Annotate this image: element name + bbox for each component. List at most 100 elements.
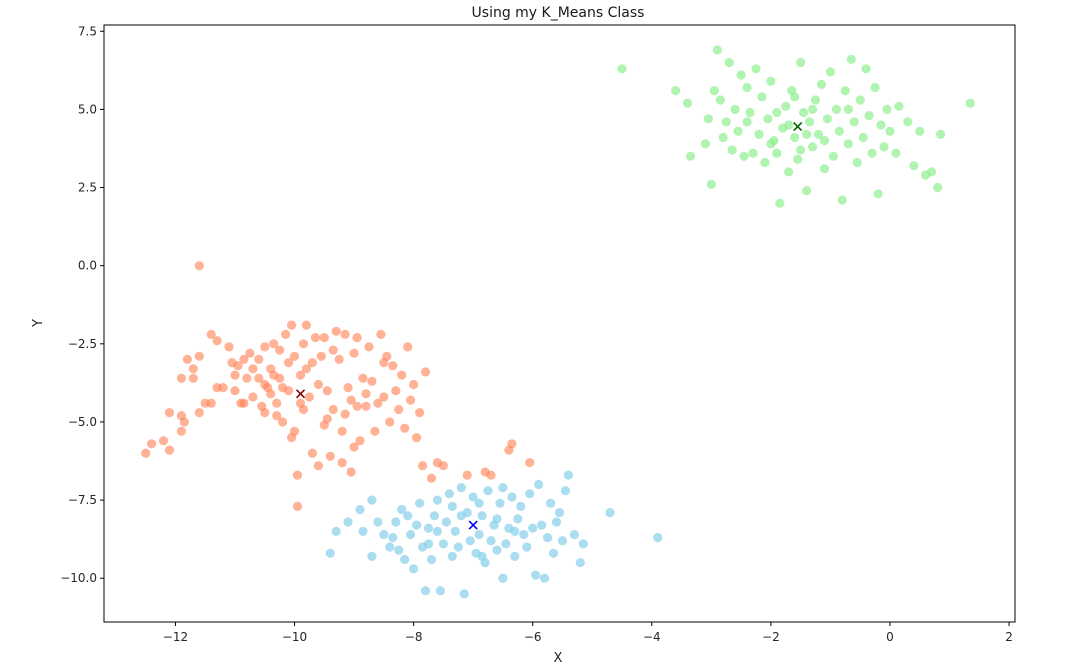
cluster-2-point — [412, 520, 422, 530]
cluster-2-point — [653, 533, 663, 543]
cluster-3-point — [796, 57, 806, 68]
cluster-1-point — [245, 348, 255, 358]
cluster-3-point — [757, 92, 767, 102]
cluster-1-point — [147, 439, 157, 449]
cluster-1-point — [230, 386, 240, 396]
cluster-1-point — [346, 395, 356, 405]
cluster-2-point — [331, 526, 341, 537]
cluster-1-point — [248, 392, 258, 402]
cluster-2-point — [513, 514, 523, 524]
cluster-1-point — [298, 339, 309, 349]
cluster-2-point — [534, 479, 544, 490]
cluster-1-point — [284, 358, 294, 368]
cluster-1-point — [316, 351, 326, 361]
cluster-1-point — [382, 351, 392, 361]
cluster-1-point — [462, 470, 472, 480]
cluster-3-point — [828, 151, 839, 161]
cluster-1-point — [289, 426, 300, 436]
cluster-3-point — [742, 117, 752, 127]
cluster-3-point — [712, 45, 722, 55]
x-axis: −12 −10 −8 −6 −4 −2 0 2 — [163, 622, 1013, 644]
y-tick-label: −7.5 — [68, 493, 97, 507]
cluster-2-point — [507, 492, 517, 502]
cluster-2-point — [525, 489, 535, 499]
cluster-2-point — [358, 526, 368, 537]
cluster-1-point — [334, 354, 344, 364]
cluster-1-point — [358, 373, 368, 383]
cluster-3-point — [733, 126, 743, 136]
cluster-3-point — [766, 139, 776, 149]
cluster-1-point — [272, 411, 282, 421]
cluster-2-point — [453, 542, 463, 552]
cluster-3-point — [933, 182, 943, 193]
cluster-2-point — [403, 511, 413, 521]
cluster-1-point — [292, 501, 303, 511]
cluster-1-point — [525, 458, 535, 468]
x-tick-label: −4 — [643, 630, 661, 644]
y-tick-label: −5.0 — [68, 415, 97, 429]
cluster-2-point — [516, 501, 526, 511]
x-tick-label: −2 — [762, 630, 780, 644]
cluster-1-point — [164, 408, 175, 418]
cluster-3-point — [846, 54, 856, 64]
cluster-3-point — [745, 107, 755, 118]
cluster-2-point — [423, 523, 434, 533]
cluster-3-point — [843, 139, 853, 149]
cluster-3-point — [805, 117, 815, 127]
cluster-3-point — [671, 86, 681, 96]
cluster-1-point — [364, 342, 374, 352]
cluster-3-point — [825, 67, 836, 77]
cluster-1-point — [412, 433, 422, 443]
cluster-3-point — [730, 104, 740, 114]
cluster-2-point — [560, 486, 571, 496]
cluster-3-point — [715, 95, 725, 105]
cluster-3-point — [885, 126, 895, 136]
cluster-2-point — [465, 536, 475, 546]
cluster-1-point — [307, 448, 317, 458]
cluster-1-point — [194, 408, 204, 418]
cluster-3-point — [763, 114, 773, 124]
cluster-1-point — [275, 345, 285, 355]
cluster-1-point — [349, 442, 359, 452]
cluster-3-point — [772, 107, 782, 118]
cluster-1-point — [370, 426, 380, 436]
cluster-1-point — [233, 361, 243, 371]
cluster-2-point — [543, 533, 553, 543]
x-tick-label: −10 — [282, 630, 307, 644]
cluster-3-point — [831, 104, 842, 114]
cluster-3-point — [936, 129, 946, 139]
cluster-1-point — [361, 401, 371, 411]
cluster-1-point — [272, 398, 282, 408]
cluster-2-point — [355, 504, 365, 515]
cluster-2-point — [394, 545, 404, 555]
cluster-2-point — [432, 495, 442, 505]
cluster-1-point — [269, 339, 279, 349]
cluster-2-point — [510, 526, 520, 537]
cluster-2-point — [447, 501, 457, 511]
cluster-1-point — [260, 408, 270, 418]
y-tick-label: 5.0 — [78, 102, 97, 116]
cluster-1-point — [328, 345, 338, 355]
cluster-1-point — [301, 364, 311, 374]
centroid-layer — [295, 122, 803, 530]
cluster-3-point — [867, 148, 877, 158]
cluster-1-point — [281, 329, 291, 339]
cluster-1-point — [388, 361, 398, 371]
cluster-3-point — [894, 101, 904, 111]
y-axis-label: Y — [31, 319, 46, 328]
cluster-1-point — [349, 348, 359, 358]
cluster-3-point — [790, 92, 800, 102]
cluster-1-point — [307, 358, 317, 368]
cluster-2-point — [468, 492, 478, 502]
cluster-1-point — [367, 376, 377, 386]
cluster-3-point — [748, 148, 758, 158]
cluster-1-point — [486, 470, 496, 480]
cluster-2-point — [379, 529, 389, 540]
cluster-1-point — [260, 342, 270, 352]
cluster-1-point — [340, 329, 350, 339]
y-tick-label: 2.5 — [78, 181, 97, 195]
cluster-1-point — [164, 445, 175, 455]
cluster-3-point — [808, 104, 818, 114]
cluster-3-point — [813, 129, 824, 139]
